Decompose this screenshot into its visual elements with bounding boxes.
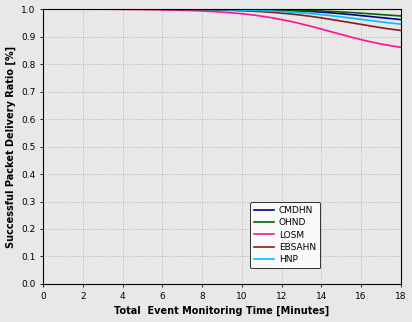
HNP xyxy=(388,21,393,25)
OHND xyxy=(398,14,403,18)
HNP xyxy=(59,7,64,11)
EBSAHN xyxy=(398,28,403,32)
Y-axis label: Successful Packet Delivery Ratio [%]: Successful Packet Delivery Ratio [%] xyxy=(5,45,16,248)
CMDHN xyxy=(398,18,403,22)
CMDHN xyxy=(388,17,393,21)
LOSM xyxy=(59,7,64,11)
Line: HNP: HNP xyxy=(43,9,401,24)
OHND xyxy=(41,7,46,11)
HNP xyxy=(398,22,403,26)
Line: CMDHN: CMDHN xyxy=(43,9,401,20)
Line: OHND: OHND xyxy=(43,9,401,16)
Legend: CMDHN, OHND, LOSM, EBSAHN, HNP: CMDHN, OHND, LOSM, EBSAHN, HNP xyxy=(250,202,320,269)
LOSM xyxy=(322,28,327,32)
EBSAHN xyxy=(388,27,393,31)
Line: LOSM: LOSM xyxy=(43,9,401,47)
CMDHN xyxy=(388,17,393,21)
OHND xyxy=(205,7,210,11)
LOSM xyxy=(398,45,403,49)
Line: EBSAHN: EBSAHN xyxy=(43,9,401,30)
LOSM xyxy=(388,44,393,48)
CMDHN xyxy=(59,7,64,11)
CMDHN xyxy=(41,7,46,11)
CMDHN xyxy=(205,7,210,11)
OHND xyxy=(388,13,393,17)
HNP xyxy=(388,21,393,25)
LOSM xyxy=(205,9,210,13)
OHND xyxy=(322,9,327,13)
EBSAHN xyxy=(215,8,220,12)
EBSAHN xyxy=(205,8,210,12)
CMDHN xyxy=(322,10,327,14)
X-axis label: Total  Event Monitoring Time [Minutes]: Total Event Monitoring Time [Minutes] xyxy=(115,306,330,317)
HNP xyxy=(41,7,46,11)
EBSAHN xyxy=(41,7,46,11)
LOSM xyxy=(41,7,46,11)
OHND xyxy=(215,7,220,11)
HNP xyxy=(215,8,220,12)
EBSAHN xyxy=(388,27,393,31)
CMDHN xyxy=(215,7,220,11)
EBSAHN xyxy=(322,16,327,20)
LOSM xyxy=(388,44,393,48)
EBSAHN xyxy=(59,7,64,11)
HNP xyxy=(322,13,327,17)
HNP xyxy=(205,7,210,11)
OHND xyxy=(59,7,64,11)
LOSM xyxy=(215,10,220,14)
OHND xyxy=(388,13,393,17)
